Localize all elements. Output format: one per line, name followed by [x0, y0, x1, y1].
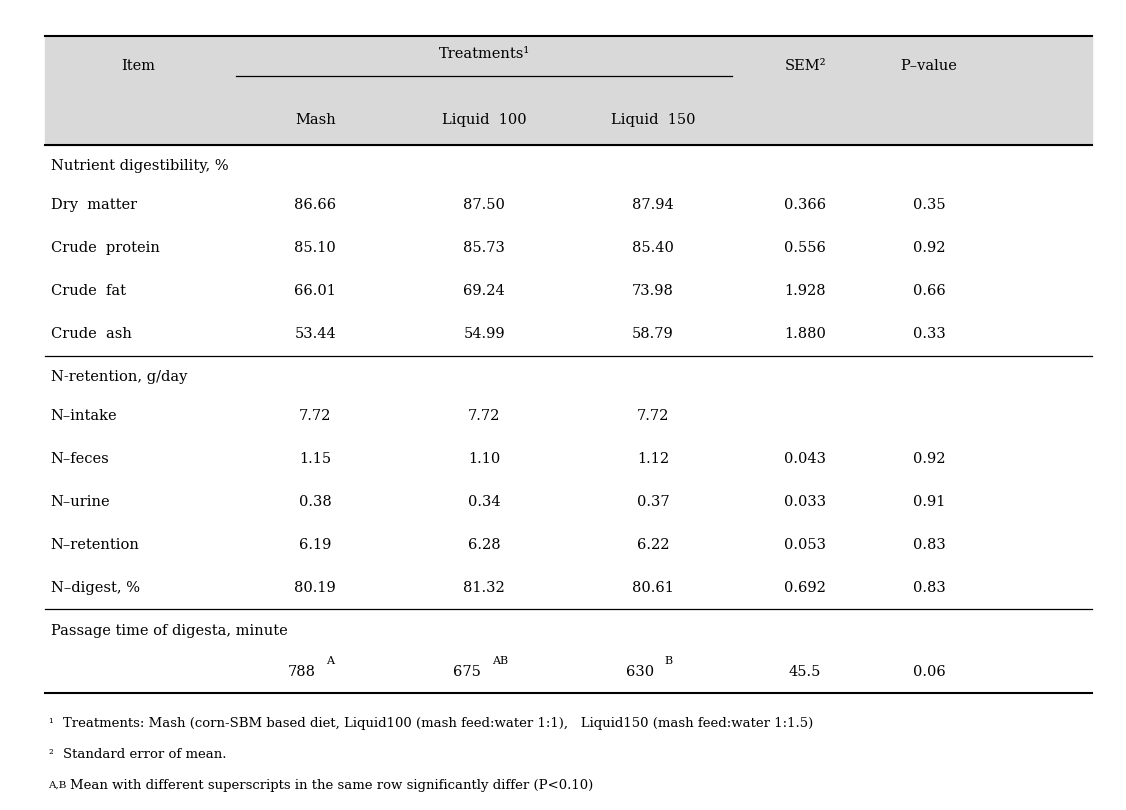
Text: A: A	[327, 656, 334, 666]
Text: N-retention, g/day: N-retention, g/day	[51, 370, 187, 384]
Text: 1.10: 1.10	[468, 452, 500, 466]
Text: Mash: Mash	[295, 113, 336, 127]
Bar	[45, 95, 1092, 145]
Text: 0.92: 0.92	[913, 452, 945, 466]
Text: A,B: A,B	[48, 781, 66, 790]
Text: Dry  matter: Dry matter	[51, 198, 136, 212]
Text: N–urine: N–urine	[51, 495, 110, 509]
Text: Treatments: Mash (corn-SBM based diet, Liquid100 (mash feed:water 1:1),   Liquid: Treatments: Mash (corn-SBM based diet, L…	[63, 718, 813, 731]
Text: 0.83: 0.83	[912, 538, 946, 552]
Text: 0.35: 0.35	[913, 198, 945, 212]
Text: 7.72: 7.72	[300, 409, 331, 423]
Text: 675: 675	[454, 665, 481, 679]
Text: 86.66: 86.66	[294, 198, 337, 212]
Text: Crude  protein: Crude protein	[51, 241, 160, 255]
Text: ¹: ¹	[48, 718, 53, 731]
Text: 1.880: 1.880	[784, 327, 826, 341]
Text: 7.72: 7.72	[637, 409, 669, 423]
Text: 81.32: 81.32	[463, 581, 506, 595]
Text: N–feces: N–feces	[51, 452, 109, 466]
Text: 0.33: 0.33	[912, 327, 946, 341]
Text: AB: AB	[492, 656, 508, 666]
Text: N–intake: N–intake	[51, 409, 117, 423]
Text: Liquid  100: Liquid 100	[441, 113, 527, 127]
Text: 1.928: 1.928	[785, 284, 825, 298]
Text: 45.5: 45.5	[789, 665, 821, 679]
Text: 80.19: 80.19	[294, 581, 337, 595]
Text: Liquid  150: Liquid 150	[610, 113, 696, 127]
Text: P–value: P–value	[901, 58, 957, 73]
Text: 85.10: 85.10	[294, 241, 337, 255]
Text: 0.692: 0.692	[784, 581, 826, 595]
Text: Item: Item	[120, 58, 155, 73]
Text: 0.92: 0.92	[913, 241, 945, 255]
Text: N–digest, %: N–digest, %	[51, 581, 140, 595]
Text: 0.06: 0.06	[912, 665, 946, 679]
Text: 87.50: 87.50	[463, 198, 506, 212]
Text: 630: 630	[626, 665, 653, 679]
Text: 7.72: 7.72	[468, 409, 500, 423]
Text: 54.99: 54.99	[464, 327, 504, 341]
Text: 53.44: 53.44	[294, 327, 337, 341]
Text: 0.66: 0.66	[912, 284, 946, 298]
Text: 0.83: 0.83	[912, 581, 946, 595]
Text: 85.40: 85.40	[632, 241, 674, 255]
Text: 0.556: 0.556	[784, 241, 826, 255]
Text: 0.91: 0.91	[913, 495, 945, 509]
Text: Crude  fat: Crude fat	[51, 284, 126, 298]
Text: Crude  ash: Crude ash	[51, 327, 132, 341]
Text: SEM²: SEM²	[785, 58, 825, 73]
Text: B: B	[664, 656, 672, 666]
Text: 0.37: 0.37	[637, 495, 669, 509]
Text: 6.28: 6.28	[468, 538, 500, 552]
Text: 0.38: 0.38	[298, 495, 332, 509]
Bar	[45, 36, 1092, 95]
Text: ²: ²	[48, 748, 53, 761]
Text: Treatments¹: Treatments¹	[438, 47, 530, 62]
Text: 0.043: 0.043	[784, 452, 826, 466]
Text: 1.15: 1.15	[300, 452, 331, 466]
Text: 73.98: 73.98	[632, 284, 674, 298]
Text: 0.366: 0.366	[784, 198, 826, 212]
Text: 1.12: 1.12	[637, 452, 669, 466]
Text: Nutrient digestibility, %: Nutrient digestibility, %	[51, 160, 229, 173]
Text: 0.033: 0.033	[784, 495, 826, 509]
Text: 85.73: 85.73	[463, 241, 506, 255]
Text: 87.94: 87.94	[632, 198, 674, 212]
Text: 0.34: 0.34	[468, 495, 500, 509]
Text: Passage time of digesta, minute: Passage time of digesta, minute	[51, 624, 287, 637]
Text: 66.01: 66.01	[294, 284, 337, 298]
Text: 788: 788	[288, 665, 315, 679]
Text: 58.79: 58.79	[632, 327, 674, 341]
Text: 6.19: 6.19	[300, 538, 331, 552]
Text: N–retention: N–retention	[51, 538, 140, 552]
Text: 69.24: 69.24	[463, 284, 506, 298]
Text: Standard error of mean.: Standard error of mean.	[63, 748, 226, 761]
Text: 80.61: 80.61	[632, 581, 674, 595]
Text: 0.053: 0.053	[784, 538, 826, 552]
Text: 6.22: 6.22	[637, 538, 669, 552]
Text: Mean with different superscripts in the same row significantly differ (P<0.10): Mean with different superscripts in the …	[70, 779, 593, 792]
